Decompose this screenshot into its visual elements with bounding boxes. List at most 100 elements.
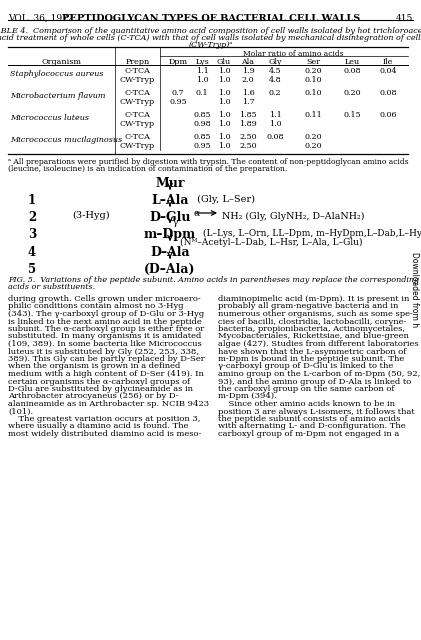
Text: 4.8: 4.8: [269, 76, 281, 83]
Text: Leu: Leu: [344, 58, 360, 66]
Text: acid treatment of whole cells (C-TCA) with that of cell walls isolated by mechan: acid treatment of whole cells (C-TCA) wi…: [0, 34, 421, 42]
Text: 0.20: 0.20: [304, 141, 322, 150]
Text: (Gly, L–Ser): (Gly, L–Ser): [194, 195, 255, 204]
Text: Organism: Organism: [42, 58, 82, 66]
Text: Arthrobacter atrocyaneus (256) or by D-: Arthrobacter atrocyaneus (256) or by D-: [8, 392, 179, 401]
Text: 1.1: 1.1: [269, 111, 281, 119]
Text: (L–Lys, L–Orn, LL–Dpm, m–HyDpm,L–Dab,L–HyLys): (L–Lys, L–Orn, LL–Dpm, m–HyDpm,L–Dab,L–H…: [200, 229, 421, 238]
Text: 1.9: 1.9: [242, 67, 254, 75]
Text: 0.06: 0.06: [379, 111, 397, 119]
Text: γ: γ: [173, 218, 179, 227]
Text: C-TCA: C-TCA: [125, 67, 150, 75]
Text: 4: 4: [28, 246, 36, 259]
Text: (101).: (101).: [8, 408, 33, 415]
Text: Lys: Lys: [195, 58, 209, 66]
Text: 1.0: 1.0: [218, 133, 230, 141]
Text: diaminopimelic acid (m-Dpm). It is present in: diaminopimelic acid (m-Dpm). It is prese…: [218, 295, 409, 303]
Text: 1.85: 1.85: [239, 111, 257, 119]
Text: Ile: Ile: [383, 58, 393, 66]
Text: FIG. 5.  Variations of the peptide subunit. Amino acids in parentheses may repla: FIG. 5. Variations of the peptide subuni…: [8, 276, 421, 284]
Text: Glu: Glu: [217, 58, 231, 66]
Text: philic conditions contain almost no 3-Hyg: philic conditions contain almost no 3-Hy…: [8, 303, 184, 310]
Text: cies of bacilli, clostridia, lactobacilli, coryne-: cies of bacilli, clostridia, lactobacill…: [218, 317, 406, 326]
Text: where usually a diamino acid is found. The: where usually a diamino acid is found. T…: [8, 422, 189, 431]
Text: 0.08: 0.08: [266, 133, 284, 141]
Text: 0.10: 0.10: [304, 76, 322, 83]
Text: 0.04: 0.04: [379, 67, 397, 75]
Text: Prepn: Prepn: [125, 58, 149, 66]
Text: 2.50: 2.50: [239, 133, 257, 141]
Text: C-TCA: C-TCA: [125, 133, 150, 141]
Text: Dpm: Dpm: [168, 58, 188, 66]
Text: m-Dpm is bound in the peptide subunit. The: m-Dpm is bound in the peptide subunit. T…: [218, 355, 404, 363]
Text: 1.0: 1.0: [269, 120, 281, 127]
Text: probably all gram-negative bacteria and in: probably all gram-negative bacteria and …: [218, 303, 398, 310]
Text: TABLE 4.  Comparison of the quantitative amino acid composition of cell walls is: TABLE 4. Comparison of the quantitative …: [0, 27, 421, 35]
Text: (CW-Tryp)ᵃ: (CW-Tryp)ᵃ: [189, 41, 233, 49]
Text: 0.98: 0.98: [193, 120, 211, 127]
Text: 0.15: 0.15: [343, 111, 361, 119]
Text: C-TCA: C-TCA: [125, 111, 150, 119]
Text: 0.20: 0.20: [304, 67, 322, 75]
Text: 1.6: 1.6: [242, 89, 254, 97]
Text: Downloaded from h: Downloaded from h: [410, 252, 419, 328]
Text: 1.0: 1.0: [196, 76, 208, 83]
Text: 389). This Gly can be partly replaced by D-Ser: 389). This Gly can be partly replaced by…: [8, 355, 205, 363]
Text: position 3 are always L-isomers, it follows that: position 3 are always L-isomers, it foll…: [218, 408, 415, 415]
Text: Molar ratio of amino acids: Molar ratio of amino acids: [242, 50, 343, 58]
Text: Gly: Gly: [268, 58, 282, 66]
Text: 1.89: 1.89: [239, 120, 257, 127]
Text: 1.0: 1.0: [218, 89, 230, 97]
Text: (109, 389). In some bacteria like Micrococcus: (109, 389). In some bacteria like Microc…: [8, 340, 202, 348]
Text: C-TCA: C-TCA: [125, 89, 150, 97]
Text: 1.0: 1.0: [218, 76, 230, 83]
Text: D–Glu: D–Glu: [149, 211, 191, 224]
Text: have shown that the L-asymmetric carbon of: have shown that the L-asymmetric carbon …: [218, 348, 406, 355]
Text: 0.20: 0.20: [304, 133, 322, 141]
Text: numerous other organisms, such as some spe-: numerous other organisms, such as some s…: [218, 310, 413, 318]
Text: 0.20: 0.20: [343, 89, 361, 97]
Text: (leucine, isoleucine) is an indication of contamination of the preparation.: (leucine, isoleucine) is an indication o…: [8, 165, 287, 173]
Text: is linked to the next amino acid in the peptide: is linked to the next amino acid in the …: [8, 317, 202, 326]
Text: bacteria, propionibacteria, Actinomycetales,: bacteria, propionibacteria, Actinomyceta…: [218, 325, 405, 333]
Text: CW-Tryp: CW-Tryp: [120, 141, 155, 150]
Text: L–Ala: L–Ala: [151, 194, 189, 207]
Text: 1.0: 1.0: [218, 111, 230, 119]
Text: (3-Hyg): (3-Hyg): [72, 211, 109, 220]
Text: 0.85: 0.85: [193, 133, 211, 141]
Text: with alternating L- and D-configuration. The: with alternating L- and D-configuration.…: [218, 422, 405, 431]
Text: γ-carboxyl group of D-Glu is linked to the: γ-carboxyl group of D-Glu is linked to t…: [218, 362, 393, 371]
Text: D–Ala: D–Ala: [150, 246, 190, 259]
Text: 0.7: 0.7: [172, 89, 184, 97]
Text: amino group on the L-carbon of m-Dpm (50, 92,: amino group on the L-carbon of m-Dpm (50…: [218, 370, 420, 378]
Text: 1.1: 1.1: [196, 67, 208, 75]
Text: when the organism is grown in a defined: when the organism is grown in a defined: [8, 362, 180, 371]
Text: certain organisms the α-carboxyl groups of: certain organisms the α-carboxyl groups …: [8, 378, 190, 385]
Text: CW-Tryp: CW-Tryp: [120, 97, 155, 106]
Text: 3: 3: [28, 228, 36, 241]
Text: (343). The γ-carboxyl group of D-Glu or 3-Hyg: (343). The γ-carboxyl group of D-Glu or …: [8, 310, 204, 318]
Text: (D–Ala): (D–Ala): [144, 263, 196, 276]
Text: α: α: [194, 209, 200, 218]
Text: 1.0: 1.0: [218, 141, 230, 150]
Text: 0.95: 0.95: [193, 141, 211, 150]
Text: VOL. 36, 1972: VOL. 36, 1972: [8, 14, 74, 23]
Text: 5: 5: [28, 263, 36, 276]
Text: carboxyl group of m-Dpm not engaged in a: carboxyl group of m-Dpm not engaged in a: [218, 430, 399, 438]
Text: 0.85: 0.85: [193, 111, 211, 119]
Text: Ala: Ala: [242, 58, 255, 66]
Text: 93), and the amino group of D-Ala is linked to: 93), and the amino group of D-Ala is lin…: [218, 378, 411, 385]
Text: 4.5: 4.5: [269, 67, 281, 75]
Text: acids or substituents.: acids or substituents.: [8, 283, 95, 291]
Text: 1.7: 1.7: [242, 97, 254, 106]
Text: 0.2: 0.2: [269, 89, 281, 97]
Text: m-Dpm (394).: m-Dpm (394).: [218, 392, 277, 401]
Text: Ser: Ser: [306, 58, 320, 66]
Text: CW-Tryp: CW-Tryp: [120, 76, 155, 83]
Text: 0.08: 0.08: [379, 89, 397, 97]
Text: substituted. In many organisms it is amidated: substituted. In many organisms it is ami…: [8, 333, 201, 340]
Text: during growth. Cells grown under microaero-: during growth. Cells grown under microae…: [8, 295, 201, 303]
Text: 1.0: 1.0: [218, 120, 230, 127]
Text: the peptide subunit consists of amino acids: the peptide subunit consists of amino ac…: [218, 415, 400, 423]
Text: 0.11: 0.11: [304, 111, 322, 119]
